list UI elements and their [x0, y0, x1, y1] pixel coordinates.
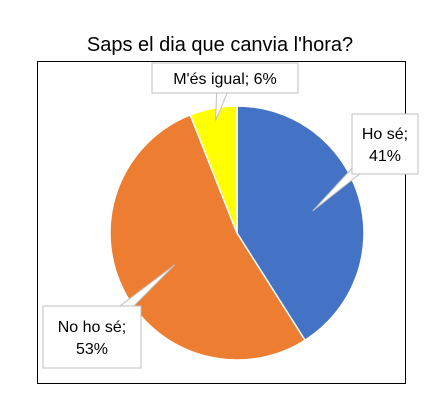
chart-title: Saps el dia que canvia l'hora?	[86, 34, 354, 56]
pie-slice-1	[109, 113, 307, 361]
pie-slice-2	[189, 105, 238, 234]
slice-label-2-line-0: M'és igual; 6%	[173, 71, 277, 88]
slice-label-0-line-1: 41%	[369, 148, 401, 165]
slice-label-1-line-1: 53%	[76, 341, 108, 358]
callout-1: No ho sé; 53%	[42, 264, 176, 369]
callout-0: Ho sé; 41%	[312, 113, 419, 212]
callout-2: M'és igual; 6%	[151, 62, 299, 121]
slice-label-1-line-0: No ho sé;	[58, 319, 126, 336]
chart-frame	[37, 61, 406, 384]
slice-label-0-line-0: Ho sé;	[362, 126, 408, 143]
